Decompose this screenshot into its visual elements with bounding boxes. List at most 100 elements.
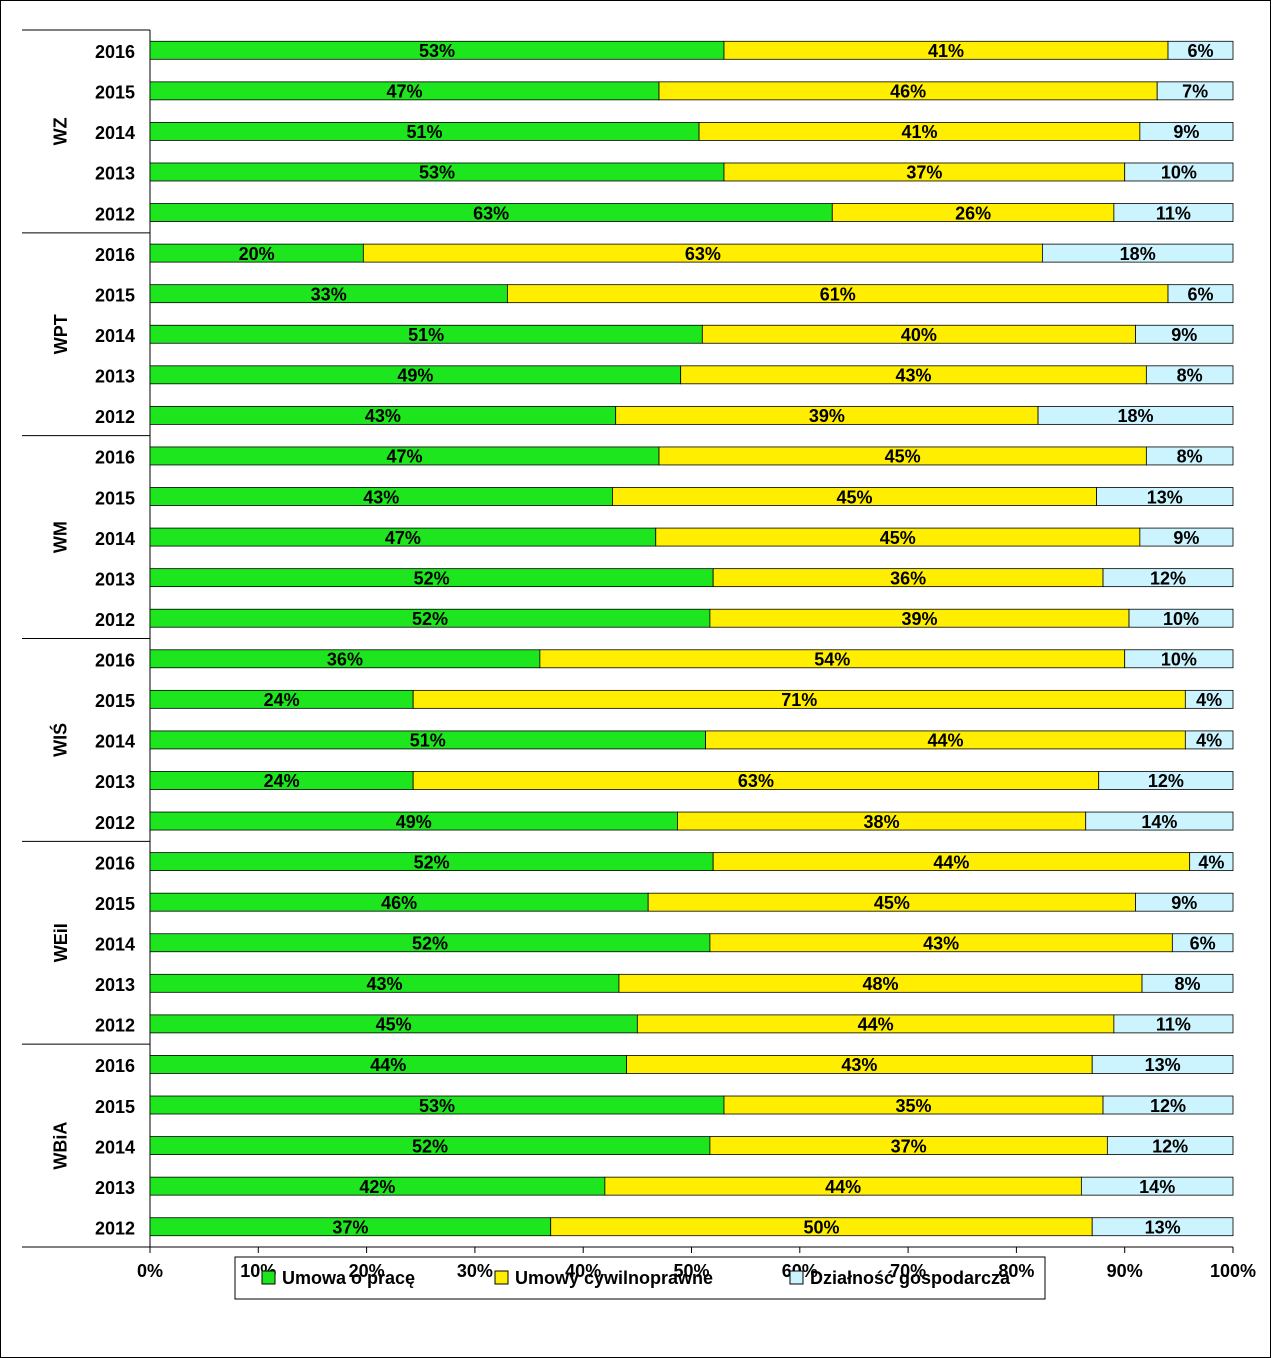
y-tick-label: 2016 bbox=[95, 1056, 135, 1076]
data-label: 49% bbox=[396, 812, 432, 832]
bar-segment bbox=[1124, 162, 1234, 182]
y-tick-label: 2012 bbox=[95, 1218, 135, 1238]
y-tick-label: 2016 bbox=[95, 853, 135, 873]
data-label: 47% bbox=[385, 528, 421, 548]
group-label: WZ bbox=[51, 117, 71, 145]
bar-segment bbox=[1113, 203, 1234, 222]
data-label: 40% bbox=[901, 325, 937, 345]
y-tick-label: 2012 bbox=[95, 407, 135, 427]
data-label: 44% bbox=[933, 852, 969, 872]
y-tick-label: 2012 bbox=[95, 1016, 135, 1036]
data-label: 8% bbox=[1177, 366, 1203, 386]
group-label: WIŚ bbox=[50, 723, 71, 757]
y-tick-label: 2012 bbox=[95, 813, 135, 833]
data-label: 43% bbox=[363, 487, 399, 507]
bar-segment bbox=[1167, 40, 1234, 60]
data-label: 43% bbox=[366, 974, 402, 994]
y-tick-label: 2014 bbox=[95, 935, 135, 955]
y-tick-label: 2013 bbox=[95, 164, 135, 184]
bar-segment bbox=[1037, 405, 1234, 425]
data-label: 43% bbox=[895, 366, 931, 386]
legend-label: Działność gospodarcza bbox=[810, 1268, 1011, 1288]
data-label: 37% bbox=[332, 1217, 368, 1237]
data-label: 4% bbox=[1198, 852, 1224, 872]
data-label: 43% bbox=[841, 1055, 877, 1075]
bar-segment bbox=[1041, 243, 1234, 263]
bar-segment bbox=[1184, 689, 1234, 709]
data-label: 24% bbox=[264, 690, 300, 710]
data-label: 8% bbox=[1177, 447, 1203, 467]
data-label: 52% bbox=[412, 609, 448, 629]
bar-segment bbox=[1189, 852, 1234, 872]
bar-segment bbox=[1141, 973, 1234, 993]
bar-segment bbox=[1085, 811, 1234, 831]
bar-segment bbox=[1145, 365, 1234, 385]
data-label: 6% bbox=[1190, 934, 1216, 954]
y-tick-label: 2014 bbox=[95, 529, 135, 549]
x-tick-label: 70% bbox=[890, 1261, 926, 1281]
data-label: 52% bbox=[414, 568, 450, 588]
data-label: 37% bbox=[891, 1136, 927, 1156]
bar-segment bbox=[1098, 771, 1234, 790]
data-label: 44% bbox=[370, 1055, 406, 1075]
bar-segment bbox=[1096, 487, 1234, 506]
y-tick-label: 2012 bbox=[95, 610, 135, 630]
bar-segment bbox=[1128, 608, 1234, 628]
data-label: 6% bbox=[1188, 41, 1214, 61]
data-label: 10% bbox=[1161, 650, 1197, 670]
x-tick-label: 40% bbox=[565, 1261, 601, 1281]
bar-segment bbox=[1124, 649, 1234, 669]
data-label: 38% bbox=[864, 812, 900, 832]
data-label: 45% bbox=[836, 487, 872, 507]
data-label: 26% bbox=[955, 203, 991, 223]
data-label: 35% bbox=[895, 1096, 931, 1116]
group-label: WPT bbox=[51, 314, 71, 354]
legend-box bbox=[234, 1256, 1046, 1300]
data-label: 42% bbox=[359, 1177, 395, 1197]
data-label: 43% bbox=[365, 406, 401, 426]
bar-segment bbox=[1080, 1176, 1234, 1196]
x-tick-label: 20% bbox=[349, 1261, 385, 1281]
y-tick-label: 2016 bbox=[95, 42, 135, 62]
data-label: 18% bbox=[1120, 244, 1156, 264]
data-label: 11% bbox=[1156, 1015, 1191, 1035]
bar-segment bbox=[1139, 122, 1234, 141]
data-label: 51% bbox=[407, 122, 443, 142]
data-label: 20% bbox=[239, 244, 275, 264]
data-label: 4% bbox=[1196, 731, 1222, 751]
data-label: 63% bbox=[473, 203, 509, 223]
y-tick-label: 2013 bbox=[95, 367, 135, 387]
bar-segment bbox=[1113, 1014, 1234, 1034]
bar-segment bbox=[1135, 892, 1234, 912]
bar-segment bbox=[1171, 933, 1234, 953]
data-label: 12% bbox=[1148, 771, 1184, 791]
y-tick-label: 2013 bbox=[95, 772, 135, 792]
x-tick-label: 50% bbox=[673, 1261, 709, 1281]
data-label: 36% bbox=[890, 568, 926, 588]
data-label: 10% bbox=[1163, 609, 1199, 629]
y-tick-label: 2015 bbox=[95, 83, 135, 103]
data-label: 63% bbox=[738, 771, 774, 791]
data-label: 52% bbox=[412, 934, 448, 954]
y-tick-label: 2014 bbox=[95, 326, 135, 346]
data-label: 63% bbox=[685, 244, 721, 264]
bar-segment bbox=[1167, 284, 1234, 304]
y-tick-label: 2013 bbox=[95, 569, 135, 589]
data-label: 12% bbox=[1152, 1136, 1188, 1156]
x-tick-label: 80% bbox=[998, 1261, 1034, 1281]
data-label: 13% bbox=[1145, 1217, 1181, 1237]
data-label: 9% bbox=[1171, 893, 1197, 913]
data-label: 12% bbox=[1150, 568, 1186, 588]
y-tick-label: 2013 bbox=[95, 975, 135, 995]
data-label: 9% bbox=[1171, 325, 1197, 345]
data-label: 53% bbox=[419, 163, 455, 183]
data-label: 9% bbox=[1173, 528, 1199, 548]
data-label: 6% bbox=[1188, 284, 1214, 304]
y-tick-label: 2015 bbox=[95, 894, 135, 914]
data-label: 4% bbox=[1196, 690, 1222, 710]
data-label: 46% bbox=[890, 82, 926, 102]
bar-segment bbox=[1156, 81, 1234, 101]
data-label: 45% bbox=[874, 893, 910, 913]
data-label: 43% bbox=[923, 934, 959, 954]
